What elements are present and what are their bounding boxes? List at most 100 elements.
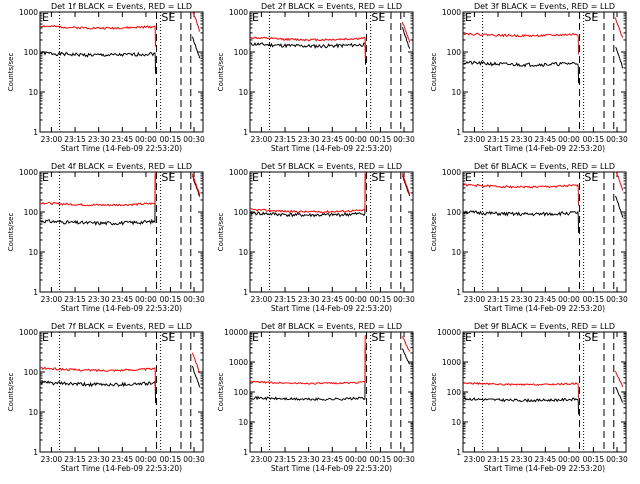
panel-title: Det 2f BLACK = Events, RED = LLD <box>261 2 402 11</box>
marker-se-label: SE <box>371 11 385 24</box>
marker-se-label: SE <box>371 171 385 184</box>
series-line-events <box>463 210 580 233</box>
panel-title: Det 5f BLACK = Events, RED = LLD <box>261 162 402 171</box>
series-line-lld <box>250 171 366 214</box>
x-tick-label: 23:00 <box>251 295 273 304</box>
plot-frame <box>39 11 204 133</box>
x-tick-label: 00:00 <box>345 135 367 144</box>
series-tail-events <box>401 348 411 365</box>
x-tick-label: 23:30 <box>88 135 110 144</box>
y-axis-label: Counts/sec <box>217 373 225 412</box>
series-tail-events <box>615 46 624 69</box>
panel-det-1: Det 1f BLACK = Events, RED = LLD 1 10 100 10… <box>7 2 205 153</box>
marker-e-label: E <box>465 331 472 344</box>
x-tick-label: 00:15 <box>370 455 392 464</box>
series-tail-events <box>401 27 411 49</box>
panel-det-9: Det 9f BLACK = Events, RED = LLD 1 10 100 10… <box>430 322 628 473</box>
series-tail-lld <box>401 21 411 43</box>
y-tick-label: 1000 <box>442 8 461 17</box>
x-tick-label: 23:15 <box>274 135 296 144</box>
x-tick-label: 23:15 <box>64 135 86 144</box>
y-tick-label: 1 <box>243 288 248 297</box>
series-tail-events <box>615 386 624 403</box>
panel-title: Det 9f BLACK = Events, RED = LLD <box>474 322 615 331</box>
marker-se-label: SE <box>161 11 175 24</box>
marker-e-label: E <box>42 331 49 344</box>
y-tick-label: 10000 <box>224 328 248 337</box>
x-tick-label: 00:00 <box>345 455 367 464</box>
y-tick-label: 1000 <box>229 8 248 17</box>
plot-frame <box>249 11 414 133</box>
series-line-lld <box>463 32 580 55</box>
x-tick-label: 00:30 <box>393 295 415 304</box>
x-tick-label: 00:00 <box>558 455 580 464</box>
x-tick-label: 23:45 <box>535 455 557 464</box>
panel-det-7: Det 7f BLACK = Events, RED = LLD 1 10 100 10… <box>7 322 205 473</box>
x-tick-label: 23:45 <box>112 455 134 464</box>
y-tick-label: 1 <box>33 128 38 137</box>
series-tail-events <box>192 175 201 197</box>
y-axis-label: Counts/sec <box>430 373 438 412</box>
series-line-lld <box>250 36 367 59</box>
x-axis-label: Start Time (14-Feb-09 22:53:20) <box>484 464 605 473</box>
plot-frame <box>462 331 627 453</box>
x-tick-label: 23:45 <box>322 135 344 144</box>
y-axis-label: Counts/sec <box>217 213 225 252</box>
y-tick-label: 10 <box>28 248 38 257</box>
y-tick-label: 10 <box>238 248 248 257</box>
panel-title: Det 4f BLACK = Events, RED = LLD <box>51 162 192 171</box>
series-tail-events <box>401 175 411 197</box>
panel-title: Det 6f BLACK = Events, RED = LLD <box>474 162 615 171</box>
x-tick-label: 23:45 <box>112 135 134 144</box>
x-tick-label: 23:30 <box>88 295 110 304</box>
panel-title: Det 3f BLACK = Events, RED = LLD <box>474 2 615 11</box>
series-tail-events <box>191 36 201 59</box>
x-tick-label: 23:30 <box>511 135 533 144</box>
series-tail-events <box>614 195 624 218</box>
series-line-events <box>250 173 366 218</box>
panel-det-2: Det 2f BLACK = Events, RED = LLD 1 10 100 10… <box>217 2 415 153</box>
series-tail-lld <box>614 17 624 38</box>
x-tick-label: 23:00 <box>464 295 486 304</box>
y-tick-label: 100 <box>447 208 462 217</box>
y-tick-label: 1000 <box>442 358 461 367</box>
marker-se-label: SE <box>371 331 385 344</box>
marker-e-label: E <box>252 11 259 24</box>
y-tick-label: 100 <box>24 48 39 57</box>
y-tick-label: 1000 <box>19 328 38 337</box>
y-tick-label: 10000 <box>437 328 461 337</box>
x-tick-label: 00:15 <box>160 295 182 304</box>
series-tail-lld <box>401 336 411 352</box>
marker-se-label: SE <box>161 331 175 344</box>
series-line-events <box>463 60 580 84</box>
y-tick-label: 1000 <box>442 168 461 177</box>
x-tick-label: 23:15 <box>64 295 86 304</box>
x-tick-label: 00:00 <box>345 295 367 304</box>
x-tick-label: 23:30 <box>88 455 110 464</box>
y-tick-label: 100 <box>24 368 39 377</box>
x-tick-label: 00:15 <box>583 455 605 464</box>
series-tail-events <box>191 365 201 388</box>
marker-se-label: SE <box>584 171 598 184</box>
marker-e-label: E <box>465 171 472 184</box>
y-axis-label: Counts/sec <box>7 373 15 412</box>
series-line-events <box>40 380 157 404</box>
y-axis-label: Counts/sec <box>7 213 15 252</box>
y-tick-label: 10 <box>28 88 38 97</box>
x-tick-label: 23:00 <box>251 135 273 144</box>
y-tick-label: 1 <box>33 288 38 297</box>
y-tick-label: 1 <box>33 448 38 457</box>
x-tick-label: 00:15 <box>370 295 392 304</box>
x-tick-label: 23:45 <box>322 455 344 464</box>
x-tick-label: 00:30 <box>183 135 205 144</box>
x-tick-label: 23:30 <box>298 455 320 464</box>
y-tick-label: 100 <box>234 48 249 57</box>
panel-det-5: Det 5f BLACK = Events, RED = LLD 1 10 100 10… <box>217 162 415 313</box>
y-tick-label: 1 <box>243 448 248 457</box>
panel-title: Det 1f BLACK = Events, RED = LLD <box>51 2 192 11</box>
x-tick-label: 00:30 <box>393 455 415 464</box>
series-tail-lld <box>615 171 624 191</box>
y-tick-label: 1000 <box>19 168 38 177</box>
y-tick-label: 10 <box>28 408 38 417</box>
